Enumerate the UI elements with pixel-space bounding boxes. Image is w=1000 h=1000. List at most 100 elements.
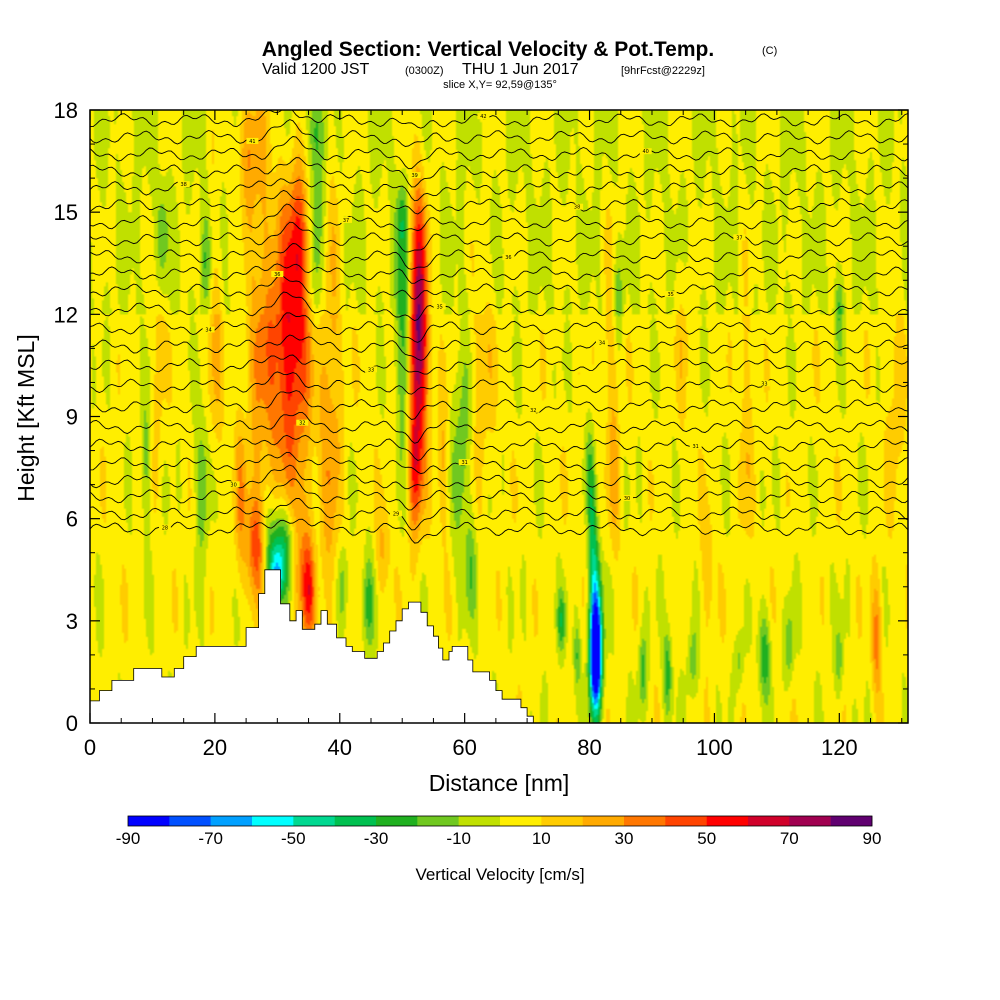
vertical-velocity-field — [90, 110, 908, 723]
isentrope-label: 35 — [668, 292, 674, 298]
isentrope-line — [90, 221, 908, 253]
isentrope-label: 32 — [299, 421, 305, 427]
colorbar-swatch — [706, 816, 749, 826]
colorbar-swatch — [293, 816, 335, 826]
colorbar-tick-label: -10 — [446, 829, 471, 848]
isentrope-label-bg — [477, 113, 490, 120]
isentrope-label: 40 — [643, 149, 649, 155]
chart-title: Angled Section: Vertical Velocity & Pot.… — [262, 38, 714, 61]
x-tick-label: 100 — [696, 735, 733, 760]
colorbar-swatch — [334, 816, 377, 826]
isentrope-label-bg — [296, 419, 309, 426]
colorbar-tick-label: -90 — [116, 829, 141, 848]
isentrope-label: 38 — [574, 205, 580, 211]
isentrope-line — [90, 291, 908, 322]
slice-label: slice X,Y= 92,59@135° — [443, 79, 557, 91]
isentrope-line — [90, 354, 908, 375]
isentrope-label: 42 — [480, 114, 486, 120]
isentrope-line — [90, 498, 908, 531]
isentrope-label: 36 — [274, 272, 280, 278]
isentrope-label-bg — [689, 443, 702, 450]
isentrope-label: 31 — [462, 460, 468, 466]
isentrope-label-bg — [271, 271, 284, 277]
isentrope-label: 31 — [693, 444, 699, 450]
valid-time-date: THU 1 Jun 2017 — [462, 61, 579, 78]
isentrope-label-bg — [390, 510, 402, 517]
isentrope-line — [90, 203, 908, 232]
isentrope-label: 41 — [249, 139, 255, 145]
x-axis: 0 20 40 60 80 100 120 — [84, 110, 903, 760]
isentrope-label-bg — [596, 339, 608, 346]
colorbar-swatch — [748, 816, 790, 826]
terrain — [89, 569, 908, 724]
isentrope-line — [90, 411, 908, 444]
colorbar-swatch — [665, 816, 707, 826]
y-tick-label: 12 — [54, 302, 78, 327]
isentrope-line — [90, 274, 908, 300]
isentrope-contours: 28 29 30 30 31 31 32 32 33 33 34 34 35 35 36 36 37 37 38 38… — [90, 110, 908, 544]
isentrope-label: 35 — [437, 305, 443, 311]
isentrope-label-bg — [340, 216, 352, 223]
y-tick-label: 15 — [54, 200, 78, 225]
x-tick-label: 80 — [577, 735, 601, 760]
y-tick-label: 9 — [66, 405, 78, 430]
colorbar-swatch — [417, 816, 459, 826]
colorbar-swatch — [789, 816, 831, 826]
y-tick-label: 0 — [66, 711, 78, 736]
colorbar-swatch — [210, 816, 253, 826]
isentrope-line — [90, 243, 908, 270]
isentrope-label-bg — [664, 291, 677, 298]
isentrope-line — [90, 464, 908, 490]
isentrope-label: 37 — [736, 235, 742, 241]
colorbar: -90 -70 -50 -30 -10 10 30 50 70 90 — [116, 815, 882, 848]
isentrope-line — [90, 136, 908, 170]
isentrope-label: 34 — [599, 341, 605, 347]
colorbar-tick-label: 10 — [532, 829, 551, 848]
isentrope-line — [90, 390, 908, 420]
colorbar-swatch — [169, 816, 211, 826]
isentrope-line — [90, 518, 908, 544]
isentrope-label: 33 — [368, 367, 374, 373]
isentrope-label-bg — [365, 366, 377, 373]
isentrope-label: 30 — [624, 496, 630, 502]
isentrope-label: 38 — [181, 182, 187, 188]
isentrope-label-bg — [502, 254, 515, 261]
isentrope-label: 39 — [412, 173, 418, 179]
isentrope-line — [90, 334, 908, 361]
isentrope-label-bg — [177, 181, 190, 188]
colorbar-tick-label: -70 — [198, 829, 223, 848]
isentrope-label: 32 — [530, 408, 536, 414]
y-tick-label: 3 — [66, 609, 78, 634]
isentrope-label: 37 — [343, 218, 349, 224]
isentrope-label-bg — [408, 172, 421, 179]
colorbar-tick-label: 90 — [863, 829, 882, 848]
isentrope-line — [90, 119, 908, 147]
isentrope-line — [90, 451, 908, 475]
colorbar-swatch — [458, 816, 501, 826]
isentrope-label-bg — [227, 481, 240, 488]
colorbar-tick-label: -30 — [364, 829, 389, 848]
colorbar-swatch — [252, 816, 294, 826]
isentrope-label-bg — [621, 495, 633, 501]
x-tick-label: 120 — [821, 735, 858, 760]
valid-time-utc: (0300Z) — [405, 65, 444, 77]
colorbar-tick-label: 50 — [697, 829, 716, 848]
colorbar-tick-label: 30 — [615, 829, 634, 848]
valid-time-prefix: Valid 1200 JST — [262, 61, 370, 78]
isentrope-label: 29 — [393, 512, 399, 518]
isentrope-label-bg — [733, 234, 746, 241]
isentrope-label: 28 — [162, 526, 168, 532]
isentrope-label-bg — [202, 326, 215, 333]
colorbar-swatch — [500, 816, 542, 826]
y-tick-label: 6 — [66, 507, 78, 532]
isentrope-label-bg — [246, 137, 259, 144]
colorbar-swatch — [541, 816, 583, 826]
isentrope-label: 34 — [205, 328, 211, 334]
y-axis-label: Height [Kft MSL] — [13, 334, 39, 501]
isentrope-label: 36 — [505, 255, 511, 261]
colorbar-swatch — [624, 816, 666, 826]
x-tick-label: 20 — [203, 735, 227, 760]
isentrope-line — [90, 371, 908, 395]
